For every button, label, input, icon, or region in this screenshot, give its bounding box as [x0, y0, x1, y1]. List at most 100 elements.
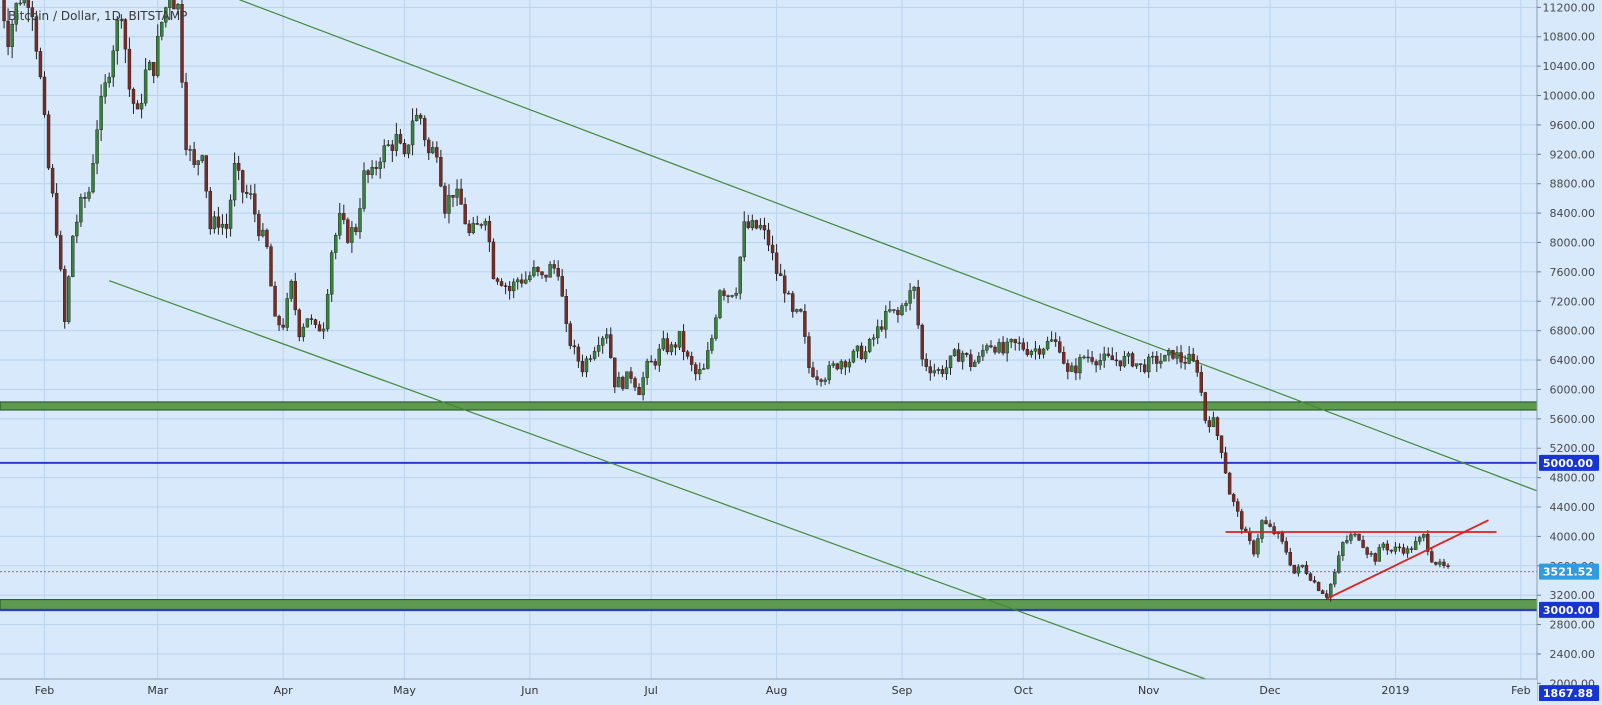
candlestick [362, 162, 366, 212]
candle-body-up [867, 339, 872, 352]
candle-body-down [1248, 531, 1252, 541]
candle-body-down [791, 293, 795, 312]
candlestick [596, 336, 601, 357]
candle-body-down [1155, 355, 1159, 364]
candle-body-up [1082, 356, 1086, 359]
candle-body-up [338, 213, 342, 236]
candlestick [762, 217, 767, 240]
candle-body-down [418, 114, 423, 119]
candle-body-up [1005, 341, 1009, 354]
candle-body-up [1381, 543, 1386, 548]
candlestick [6, 8, 10, 56]
candlestick [289, 279, 293, 302]
candle-body-up [10, 24, 14, 47]
candlestick [928, 360, 932, 381]
candle-body-down [681, 331, 686, 352]
price-axis-panel[interactable] [1537, 0, 1602, 701]
candle-body-up [111, 50, 115, 78]
candlestick [168, 0, 172, 20]
candlestick [285, 292, 289, 332]
candle-body-down [281, 324, 285, 328]
candlestick [657, 343, 661, 372]
candle-body-up [730, 295, 734, 297]
candlestick [236, 155, 241, 181]
candlestick [952, 348, 957, 357]
candle-body-up [718, 290, 722, 318]
candlestick [224, 213, 229, 239]
candle-body-up [1276, 532, 1280, 535]
candle-body-up [321, 328, 326, 332]
candlestick [91, 154, 95, 194]
candlestick [698, 362, 702, 381]
candlestick [948, 355, 953, 375]
candle-body-down [151, 62, 156, 76]
candle-body-down [1130, 353, 1135, 367]
candlestick [63, 265, 67, 329]
candlestick [131, 87, 136, 114]
candlestick [257, 210, 261, 241]
candle-body-up [261, 229, 265, 237]
candle-body-up [325, 294, 330, 330]
candle-body-down [1316, 581, 1321, 591]
candle-body-down [552, 264, 556, 269]
triangle-pattern [1225, 519, 1497, 600]
candle-body-up [997, 342, 1001, 353]
time-tick-label: Oct [1014, 684, 1034, 697]
candle-body-down [940, 369, 945, 374]
candle-body-down [613, 357, 617, 388]
candlestick [1207, 416, 1212, 433]
candle-body-up [714, 317, 718, 339]
candlestick [641, 371, 645, 401]
candle-body-down [354, 227, 358, 233]
candle-body-down [131, 88, 136, 104]
time-tick-label: Jun [520, 684, 538, 697]
candlestick [993, 345, 997, 355]
candle-body-up [232, 163, 237, 201]
candle-body-down [649, 360, 653, 363]
candlestick [791, 291, 795, 318]
candlestick [1058, 336, 1062, 354]
candle-body-up [734, 292, 738, 296]
candle-body-down [580, 361, 585, 373]
candlestick [645, 358, 649, 385]
candlestick [1086, 349, 1090, 363]
candle-body-up [1029, 350, 1034, 355]
candlestick [1118, 360, 1123, 371]
candle-body-up [1260, 520, 1264, 539]
candlestick [1337, 551, 1341, 574]
candle-body-down [467, 223, 471, 234]
candle-body-up [876, 326, 880, 339]
candle-body-down [1037, 348, 1042, 355]
candle-body-down [63, 268, 67, 322]
candle-body-down [1138, 363, 1143, 365]
candle-body-up [115, 19, 119, 52]
candlestick [334, 232, 338, 260]
price-tick-label: 6000.00 [1550, 383, 1596, 396]
candle-body-down [1058, 341, 1062, 353]
candlestick [459, 178, 463, 205]
candlestick [192, 141, 196, 168]
candlestick [309, 314, 314, 325]
candlestick [880, 320, 884, 332]
candlestick [447, 184, 451, 224]
candle-body-up [119, 19, 124, 21]
candlestick [556, 260, 560, 281]
candlestick [1049, 331, 1054, 343]
candle-body-down [969, 354, 973, 367]
candle-body-up [1349, 534, 1353, 541]
candlestick [1377, 544, 1381, 562]
candle-body-down [1292, 564, 1297, 574]
candle-body-up [904, 303, 908, 306]
candle-body-down [1280, 532, 1284, 542]
candlestick [1066, 359, 1070, 380]
candlestick [669, 341, 674, 356]
candlestick [730, 294, 734, 299]
candlestick [1155, 351, 1159, 372]
time-axis-panel[interactable] [0, 679, 1537, 701]
candlestick [1191, 347, 1195, 363]
candle-body-down [1264, 520, 1268, 525]
candle-body-up [1009, 339, 1013, 343]
candle-body-down [54, 193, 59, 236]
